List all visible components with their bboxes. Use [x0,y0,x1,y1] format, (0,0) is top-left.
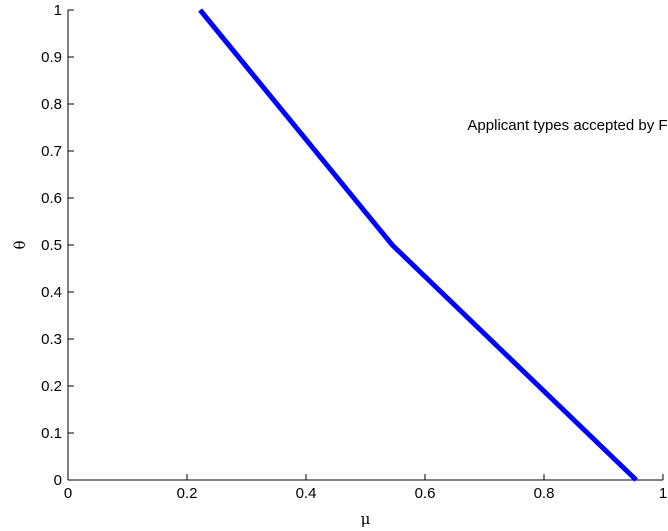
y-tick-label: 0.4 [41,284,62,301]
y-tick-label: 0.2 [41,378,62,395]
series-line-0 [198,8,638,482]
y-tick-label: 0.5 [41,237,62,254]
y-axis-label: θ [11,240,29,249]
x-tick-label: 0 [64,485,72,502]
y-tick-label: 0.1 [41,425,62,442]
y-tick-label: 0.6 [41,190,62,207]
y-tick-label: 1 [54,2,62,19]
x-tick-label: 0.6 [415,485,436,502]
x-tick-label: 0.8 [534,485,555,502]
y-tick-label: 0 [54,472,62,489]
y-tick-label: 0.3 [41,331,62,348]
series [198,8,638,482]
y-tick-label: 0.8 [41,96,62,113]
annotations: Applicant types accepted by Fraternity [467,117,668,134]
annotation-label: Applicant types accepted by Fraternity [467,117,668,134]
x-tick-label: 1 [659,485,667,502]
ticks: 0 0.2 0.4 0.6 0.8 1 0 0.1 0.2 0.3 0.4 0.5 0.6 0.7 0.8 0… [41,2,667,502]
x-axis-label: μ [361,510,371,528]
y-tick-label: 0.9 [41,49,62,66]
x-tick-label: 0.4 [296,485,317,502]
y-tick-label: 0.7 [41,143,62,160]
plot-area [68,10,663,480]
x-tick-label: 0.2 [177,485,198,502]
